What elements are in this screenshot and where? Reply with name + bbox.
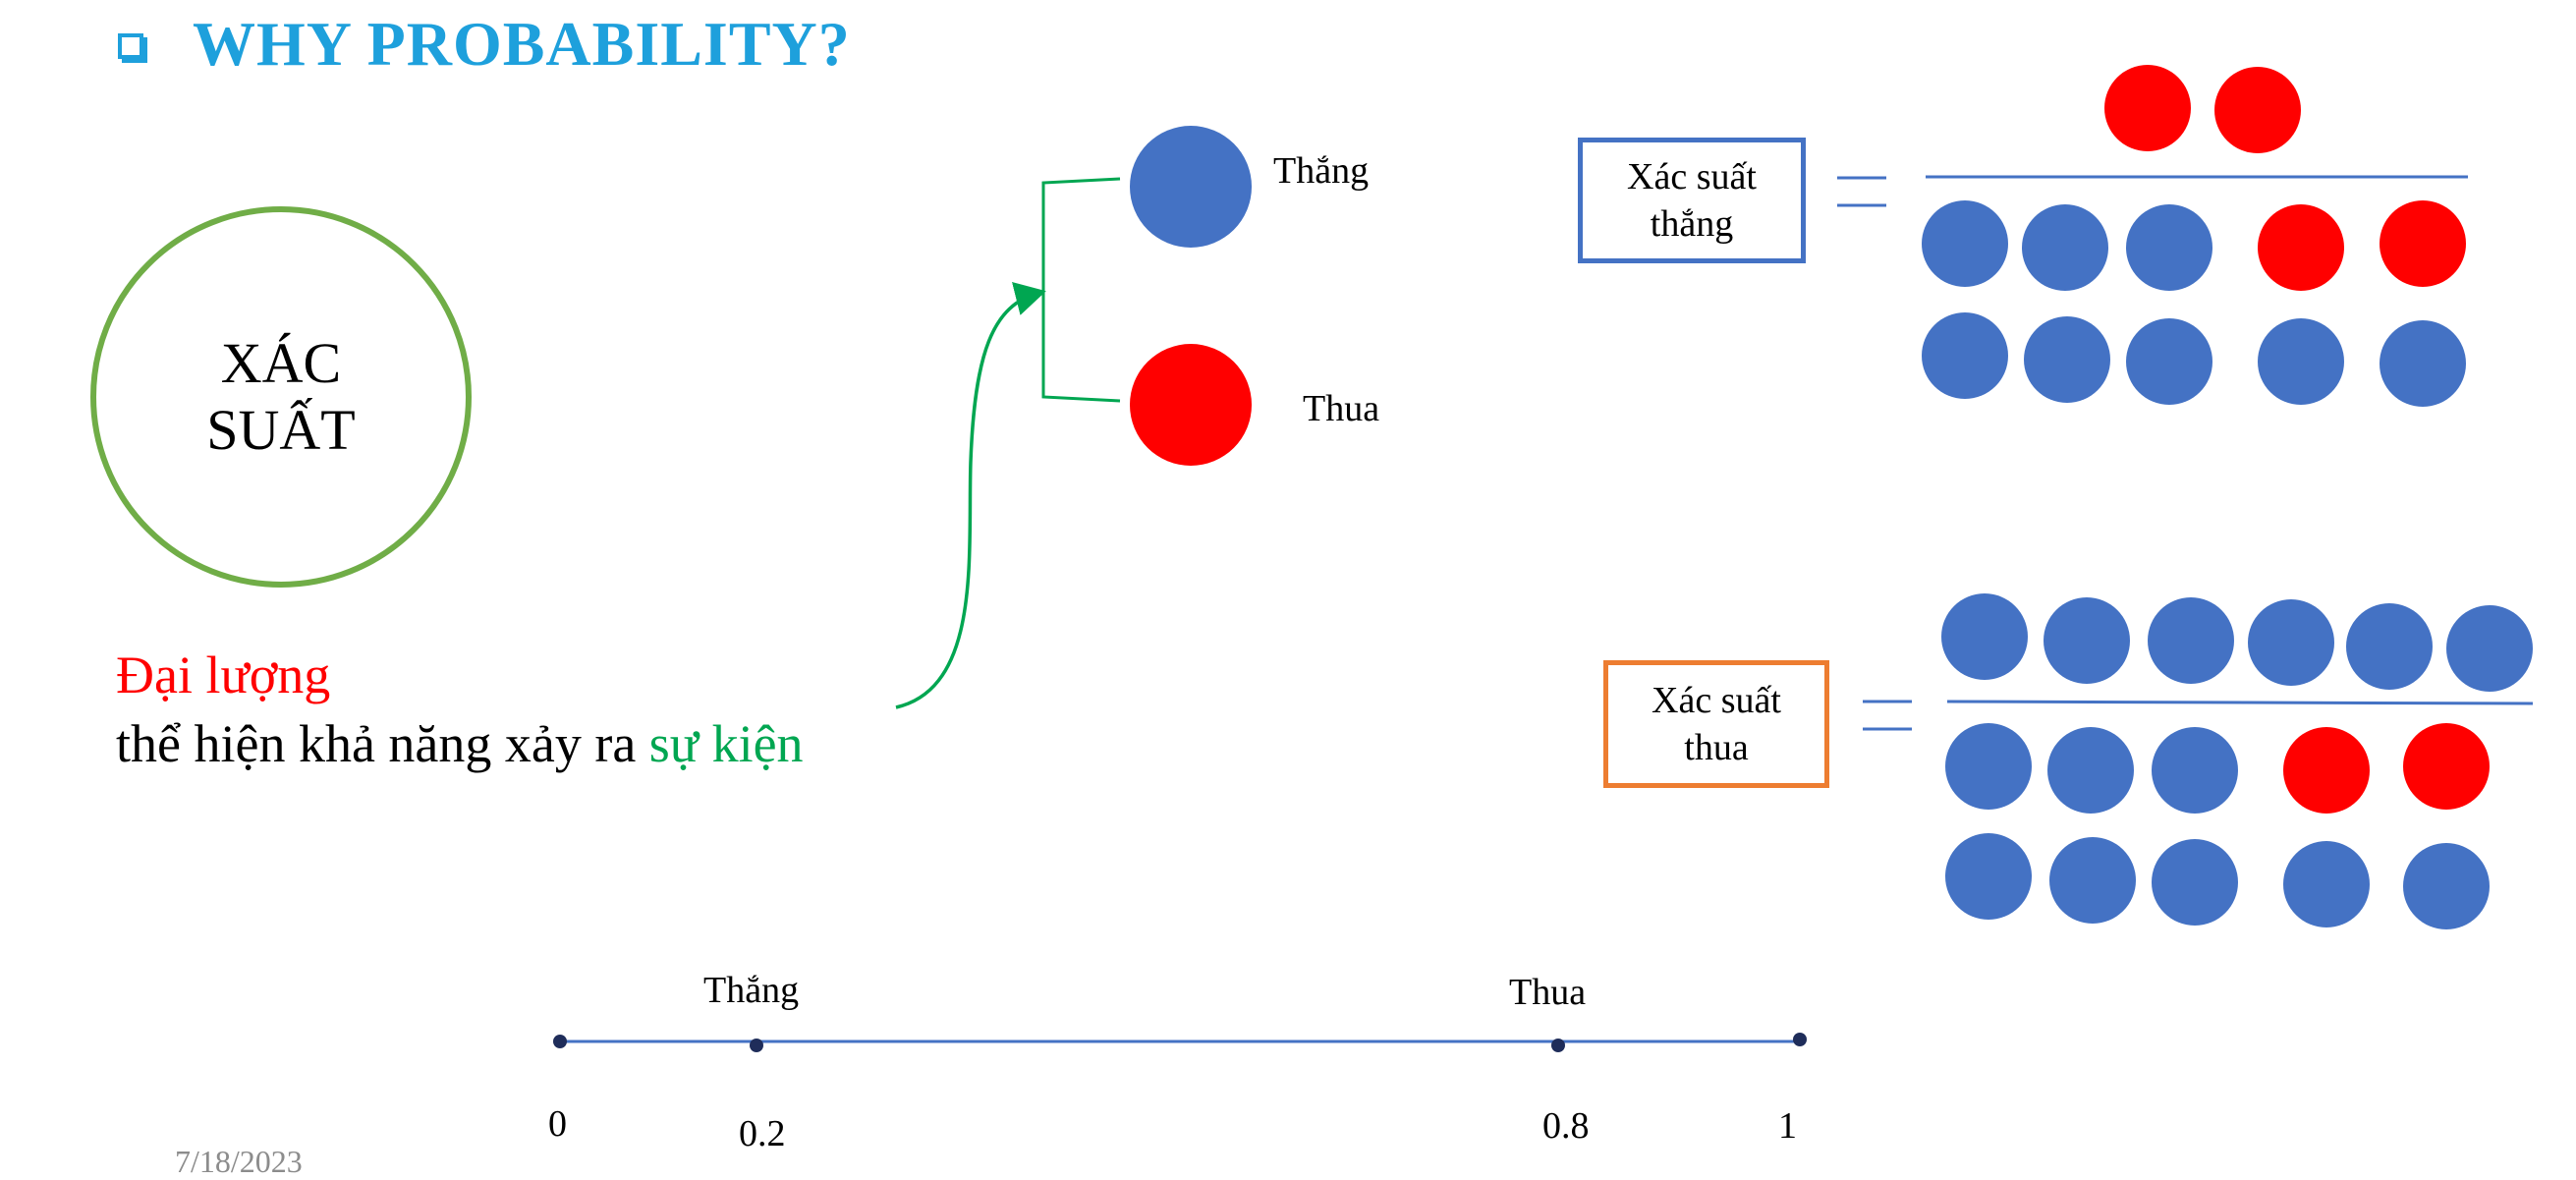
lose-equals-sign: [1863, 700, 1912, 731]
tick-label-0: 0: [548, 1103, 567, 1145]
slide-title: WHY PROBABILITY?: [193, 9, 851, 79]
win-numerator-balls: [2104, 65, 2301, 153]
slide-date: 7/18/2023: [175, 1144, 303, 1179]
win-equals-sign: [1837, 176, 1886, 207]
tick-0.2-dot: [750, 1039, 763, 1052]
tick-label-1: 1: [1778, 1105, 1797, 1147]
tick-1-dot: [1793, 1033, 1807, 1046]
lose-box-line2: thua: [1684, 727, 1749, 768]
lose-outcome-label: Thua: [1303, 388, 1380, 429]
lose-numerator-balls: [1941, 593, 2533, 692]
circle-text-line1: XÁC: [220, 331, 342, 395]
win-denominator-balls: [1922, 200, 2466, 407]
lose-box-line1: Xác suất: [1652, 680, 1781, 721]
connector-arrow: [895, 281, 1046, 709]
tick-label-0.2: 0.2: [739, 1113, 786, 1154]
circle-text-line2: SUẤT: [206, 398, 356, 462]
tick-0.8-dot: [1551, 1039, 1565, 1052]
win-box-line1: Xác suất: [1627, 156, 1757, 197]
definition-line2: thể hiện khả năng xảy ra sự kiện: [116, 709, 804, 778]
definition-quantity: Đại lượng: [116, 646, 331, 704]
tick-label-0.8: 0.8: [1542, 1105, 1590, 1147]
number-line-lose-label: Thua: [1509, 972, 1587, 1013]
definition-text: thể hiện khả năng xảy ra: [116, 714, 649, 773]
definition-event: sự kiện: [648, 714, 804, 773]
outcome-bracket: [1041, 177, 1121, 403]
checkbox-bullet-icon: [118, 33, 143, 59]
lose-outcome-ball: [1130, 344, 1252, 466]
lose-fraction-bar: [1946, 700, 2534, 705]
tick-0-dot: [553, 1035, 567, 1048]
win-outcome-label: Thắng: [1273, 150, 1370, 192]
probability-concept-circle: XÁC SUẤT: [90, 206, 472, 588]
win-outcome-ball: [1130, 126, 1252, 248]
probability-definition: Đại lượng thể hiện khả năng xảy ra sự ki…: [116, 641, 804, 778]
win-probability-box: Xác suất thắng: [1578, 138, 1806, 263]
lose-probability-box: Xác suất thua: [1603, 660, 1829, 788]
lose-denominator-balls: [1945, 723, 2490, 929]
win-box-line2: thắng: [1650, 203, 1734, 245]
number-line-win-label: Thắng: [703, 970, 800, 1011]
